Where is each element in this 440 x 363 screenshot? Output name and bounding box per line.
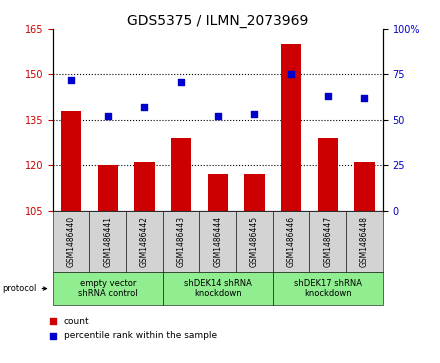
Bar [244, 174, 264, 211]
Point [178, 79, 185, 85]
Point [104, 113, 111, 119]
Text: shDEK17 shRNA
knockdown: shDEK17 shRNA knockdown [294, 279, 362, 298]
Bar [199, 211, 236, 272]
Bar [281, 44, 301, 211]
Bar [89, 211, 126, 272]
Text: GSM1486441: GSM1486441 [103, 216, 112, 267]
Text: GSM1486440: GSM1486440 [66, 216, 76, 267]
Bar [53, 272, 163, 305]
Bar [346, 211, 383, 272]
Text: percentile rank within the sample: percentile rank within the sample [64, 331, 217, 340]
Bar [98, 165, 118, 211]
Bar [171, 138, 191, 211]
Text: GSM1486444: GSM1486444 [213, 216, 222, 267]
Point [361, 95, 368, 101]
Text: GSM1486442: GSM1486442 [140, 216, 149, 267]
Bar [126, 211, 163, 272]
Text: GSM1486448: GSM1486448 [360, 216, 369, 267]
Point [288, 72, 295, 77]
Bar [134, 162, 154, 211]
Point [141, 104, 148, 110]
Point [214, 113, 221, 119]
Text: GSM1486445: GSM1486445 [250, 216, 259, 267]
Point [49, 333, 56, 339]
Bar [61, 111, 81, 211]
Point [324, 93, 331, 99]
Text: empty vector
shRNA control: empty vector shRNA control [78, 279, 138, 298]
Text: GSM1486446: GSM1486446 [286, 216, 296, 267]
Text: GSM1486443: GSM1486443 [176, 216, 186, 267]
Bar [236, 211, 273, 272]
Text: shDEK14 shRNA
knockdown: shDEK14 shRNA knockdown [184, 279, 252, 298]
Point [251, 111, 258, 117]
Bar [309, 211, 346, 272]
Title: GDS5375 / ILMN_2073969: GDS5375 / ILMN_2073969 [127, 14, 308, 28]
Bar [163, 272, 273, 305]
Bar [273, 272, 383, 305]
Bar [354, 162, 374, 211]
Text: protocol: protocol [2, 284, 47, 293]
Text: count: count [64, 317, 89, 326]
Text: GSM1486447: GSM1486447 [323, 216, 332, 267]
Bar [273, 211, 309, 272]
Bar [163, 211, 199, 272]
Bar [318, 138, 338, 211]
Point [49, 318, 56, 324]
Bar [208, 174, 228, 211]
Point [68, 77, 75, 83]
Bar [53, 211, 89, 272]
